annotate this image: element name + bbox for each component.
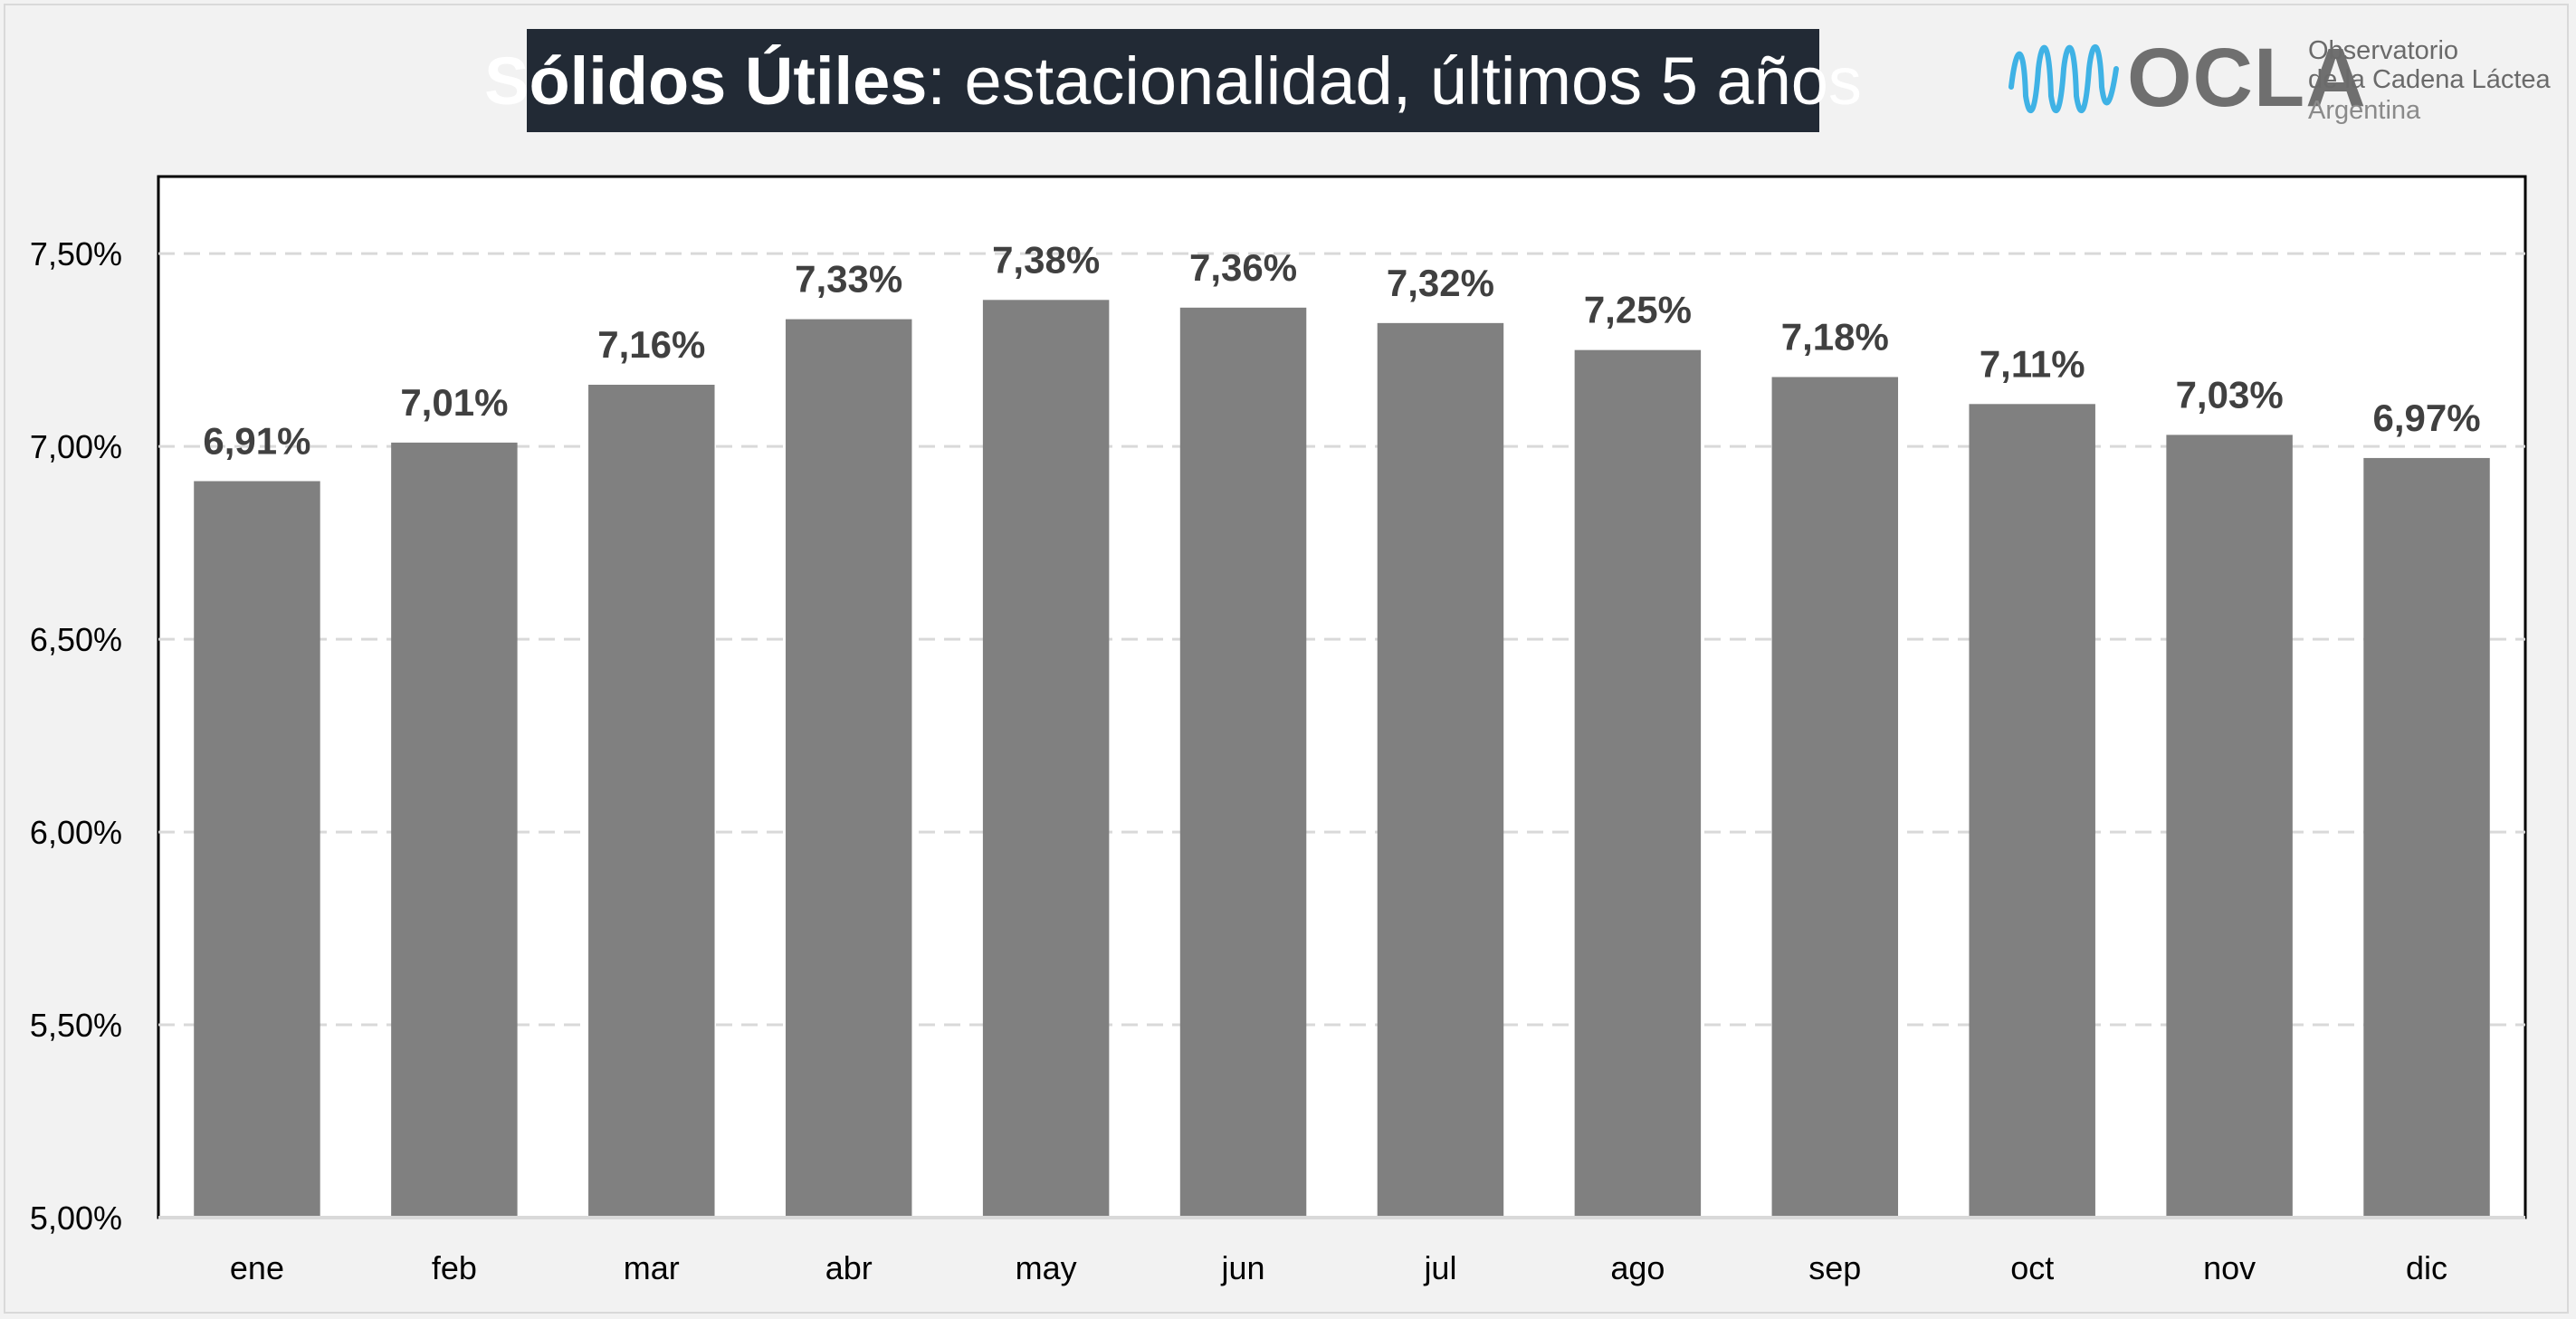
chart-title-rest: : estacionalidad, últimos 5 años: [927, 43, 1862, 119]
logo-line-2: de la Cadena Láctea: [2308, 65, 2551, 94]
data-label: 7,25%: [1584, 289, 1692, 331]
bar-nov: [2166, 435, 2293, 1218]
y-tick-label: 6,00%: [30, 814, 122, 851]
x-tick-label: ene: [230, 1249, 284, 1286]
bar-jun: [1179, 307, 1307, 1218]
x-tick-label: ago: [1610, 1249, 1665, 1286]
y-tick-label: 7,00%: [30, 428, 122, 465]
bar-mar: [588, 385, 715, 1218]
x-tick-label: jul: [1423, 1249, 1456, 1286]
x-tick-label: nov: [2203, 1249, 2256, 1286]
data-label: 7,16%: [597, 323, 705, 366]
bar-may: [982, 300, 1110, 1219]
x-tick-label: abr: [825, 1249, 873, 1286]
data-label: 6,91%: [203, 419, 310, 462]
data-label: 7,03%: [2176, 373, 2284, 416]
y-tick-label: 6,50%: [30, 621, 122, 658]
bars: [194, 300, 2490, 1219]
x-tick-label: oct: [2010, 1249, 2054, 1286]
x-tick-label: mar: [624, 1249, 680, 1286]
bar-sep: [1771, 377, 1899, 1219]
data-label: 7,18%: [1781, 315, 1889, 358]
ocla-logo: OCLA Observatorio de la Cadena Láctea Ar…: [2008, 29, 2560, 138]
plot-area: [157, 175, 2527, 1219]
bar-feb: [391, 442, 518, 1218]
data-label: 7,38%: [992, 238, 1100, 281]
bar-abr: [785, 319, 912, 1218]
chart-title-bold: Sólidos Útiles: [484, 43, 928, 119]
bar-dic: [2363, 457, 2490, 1219]
chart-title: Sólidos Útiles: estacionalidad, últimos …: [484, 29, 1862, 132]
logo-line-3: Argentina: [2308, 96, 2421, 125]
data-label: 7,11%: [1980, 342, 2085, 385]
gridlines: [158, 252, 2525, 1027]
milk-wave-icon: [2008, 44, 2119, 114]
bar-ene: [194, 481, 320, 1218]
logo-wordmark: OCLA: [2127, 32, 2367, 124]
data-label: 7,33%: [795, 258, 902, 301]
logo-line-1: Observatorio: [2308, 36, 2459, 65]
x-tick-label: feb: [432, 1249, 477, 1286]
y-tick-label: 7,50%: [30, 235, 122, 272]
bar-oct: [1969, 404, 2095, 1219]
y-tick-label: 5,50%: [30, 1007, 122, 1044]
y-tick-label: 5,00%: [30, 1200, 122, 1237]
bar-ago: [1574, 349, 1702, 1219]
data-label: 7,01%: [400, 381, 508, 424]
x-tick-label: may: [1016, 1249, 1077, 1286]
x-tick-label: sep: [1808, 1249, 1861, 1286]
x-tick-label: jun: [1221, 1249, 1265, 1286]
value-labels: 6,91% 7,01% 7,16% 7,33% 7,38% 7,36% 7,32% 7,25%…: [203, 238, 2480, 462]
bar-jul: [1377, 322, 1504, 1219]
y-axis-ticks: 5,00% 5,50% 6,00% 6,50% 7,00% 7,50%: [30, 235, 122, 1237]
x-axis-ticks: ene feb mar abr may jun jul ago sep oct nov dic: [230, 1249, 2447, 1286]
data-label: 7,32%: [1387, 262, 1494, 304]
data-label: 6,97%: [2372, 397, 2480, 439]
x-tick-label: dic: [2406, 1249, 2447, 1286]
data-label: 7,36%: [1189, 246, 1297, 289]
